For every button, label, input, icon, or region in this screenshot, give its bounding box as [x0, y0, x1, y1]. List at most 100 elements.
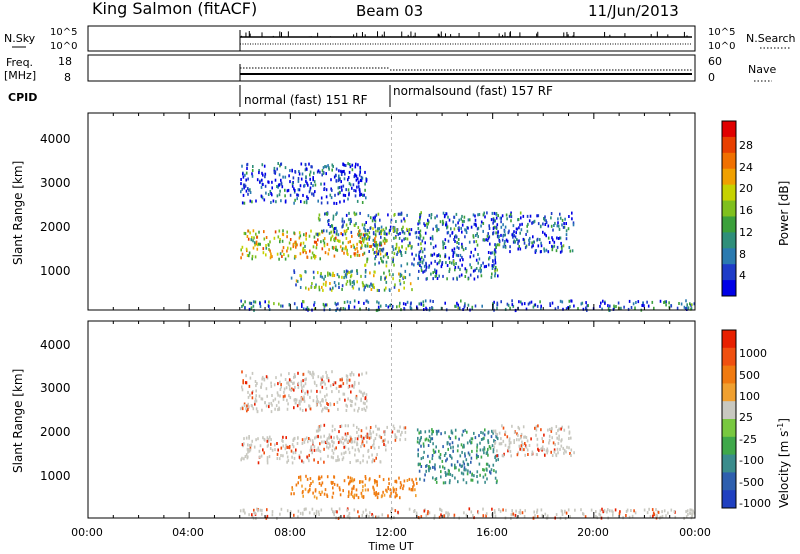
data-cell — [452, 277, 455, 281]
data-cell — [439, 456, 442, 460]
data-cell — [297, 193, 300, 197]
data-cell — [544, 215, 546, 219]
data-cell — [395, 494, 398, 498]
data-cell — [302, 241, 305, 245]
data-cell — [379, 252, 382, 256]
data-cell — [355, 222, 357, 226]
data-cell — [251, 172, 253, 176]
data-cell — [315, 283, 317, 287]
data-cell — [364, 408, 367, 412]
data-cell — [465, 270, 468, 274]
data-cell — [489, 242, 491, 246]
data-cell — [366, 460, 368, 464]
data-cell — [408, 487, 411, 491]
data-cell — [305, 232, 307, 236]
data-cell — [311, 507, 314, 511]
data-cell — [488, 464, 491, 468]
data-cell — [540, 244, 543, 248]
data-cell — [452, 260, 455, 264]
data-cell — [369, 226, 372, 230]
data-cell — [252, 239, 254, 243]
data-cell — [270, 410, 273, 414]
data-cell — [517, 433, 519, 437]
data-cell — [341, 248, 343, 252]
data-cell — [284, 175, 287, 179]
data-cell — [341, 436, 344, 440]
data-cell — [454, 268, 456, 272]
data-cell — [333, 482, 336, 486]
data-cell — [282, 175, 284, 179]
data-cell — [536, 437, 539, 441]
data-cell — [325, 440, 328, 443]
data-cell — [524, 509, 526, 513]
data-cell — [381, 439, 384, 443]
data-cell — [278, 173, 281, 177]
data-cell — [362, 442, 364, 446]
data-cell — [297, 179, 300, 183]
data-cell — [394, 495, 396, 499]
data-cell — [309, 484, 311, 488]
data-cell — [404, 276, 407, 280]
data-cell — [486, 468, 488, 472]
data-cell — [327, 376, 330, 380]
data-cell — [482, 475, 485, 479]
data-cell — [340, 180, 342, 184]
data-cell — [254, 511, 257, 515]
data-cell — [517, 218, 520, 221]
data-cell — [399, 274, 402, 278]
data-cell — [595, 514, 597, 518]
data-cell — [359, 193, 361, 197]
data-cell — [293, 187, 295, 191]
data-cell — [305, 408, 307, 412]
data-cell — [328, 219, 330, 222]
data-cell — [363, 238, 365, 242]
data-cell — [265, 191, 267, 195]
data-cell — [494, 269, 496, 273]
velocity-cbar-label-sup: -1 — [776, 423, 785, 431]
data-cell — [463, 215, 466, 219]
data-cell — [504, 443, 507, 447]
data-cell — [294, 398, 296, 401]
data-cell — [546, 449, 549, 453]
data-cell — [423, 478, 426, 482]
data-cell — [473, 474, 475, 478]
data-cell — [387, 514, 389, 518]
data-cell — [470, 456, 473, 460]
data-cell — [434, 244, 437, 248]
data-cell — [383, 493, 386, 497]
data-cell — [517, 241, 519, 245]
data-cell — [315, 246, 318, 250]
data-cell — [242, 183, 245, 187]
data-cell — [360, 274, 362, 278]
data-cell — [265, 253, 267, 257]
data-cell — [426, 225, 428, 229]
data-cell — [477, 226, 480, 230]
data-cell — [417, 448, 419, 452]
data-cell — [393, 285, 396, 289]
data-cell — [377, 252, 379, 256]
data-cell — [251, 254, 254, 258]
data-cell — [498, 442, 501, 446]
data-cell — [272, 399, 275, 403]
data-cell — [448, 435, 450, 439]
data-cell — [372, 458, 374, 462]
data-cell — [362, 485, 364, 489]
data-cell — [336, 248, 339, 252]
data-cell — [248, 307, 251, 311]
data-cell — [447, 441, 449, 445]
data-cell — [514, 235, 517, 239]
data-cell — [245, 189, 248, 193]
data-cell — [278, 229, 281, 233]
data-cell — [330, 236, 332, 240]
data-cell — [447, 215, 449, 219]
data-cell — [545, 221, 548, 224]
data-cell — [453, 227, 456, 231]
data-cell — [496, 223, 499, 227]
data-cell — [502, 426, 505, 430]
colorbar-segment — [722, 184, 736, 202]
data-cell — [343, 177, 346, 181]
data-cell — [394, 509, 397, 513]
data-cell — [301, 459, 303, 463]
data-cell — [518, 226, 520, 230]
data-cell — [333, 402, 335, 406]
